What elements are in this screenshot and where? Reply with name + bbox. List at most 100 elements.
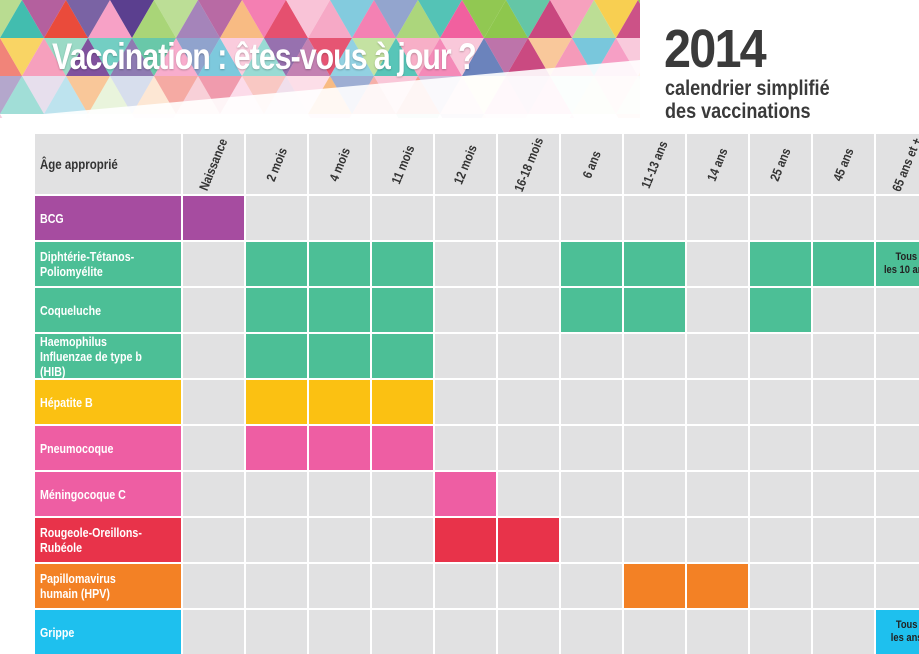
empty-cell — [498, 564, 559, 608]
empty-cell — [498, 196, 559, 240]
scheduled-dose-cell — [561, 288, 622, 332]
empty-cell — [435, 564, 496, 608]
vaccine-name-label: Méningocoque C — [40, 486, 126, 502]
scheduled-dose-cell — [309, 242, 370, 286]
empty-cell — [372, 610, 433, 654]
empty-cell — [876, 426, 919, 470]
subtitle-line-1: calendrier simplifié — [665, 77, 830, 100]
empty-cell — [813, 426, 874, 470]
empty-cell — [309, 518, 370, 562]
empty-cell — [813, 196, 874, 240]
schedule-note-label: Tous les ans — [890, 619, 919, 644]
empty-cell — [246, 196, 307, 240]
empty-cell — [435, 196, 496, 240]
column-header-label: Naissance — [196, 135, 231, 193]
empty-cell — [498, 472, 559, 516]
column-header-label: 45 ans — [830, 145, 857, 183]
decorative-banner — [0, 0, 640, 118]
empty-cell — [876, 196, 919, 240]
empty-cell — [624, 472, 685, 516]
column-header-label: 4 mois — [325, 144, 354, 184]
scheduled-dose-cell — [183, 196, 244, 240]
column-header-label: 25 ans — [767, 145, 794, 183]
scheduled-dose-cell — [624, 564, 685, 608]
vaccine-name-cell: Haemophilus Influenzae de type b (HIB) — [35, 334, 181, 378]
empty-cell — [750, 196, 811, 240]
empty-cell — [435, 242, 496, 286]
vaccine-name-cell: Diphtérie-Tétanos- Poliomyélite — [35, 242, 181, 286]
schedule-note-label: Tous les 10 ans — [884, 251, 919, 276]
vaccine-name-cell: Coqueluche — [35, 288, 181, 332]
scheduled-dose-cell — [246, 334, 307, 378]
column-header: 65 ans et + — [876, 134, 919, 194]
triangle-pattern-image — [0, 0, 640, 118]
scheduled-dose-cell — [246, 380, 307, 424]
corner-header: Âge approprié — [35, 134, 181, 194]
empty-cell — [309, 472, 370, 516]
empty-cell — [309, 610, 370, 654]
empty-cell — [498, 380, 559, 424]
empty-cell — [687, 242, 748, 286]
scheduled-dose-cell — [561, 242, 622, 286]
vaccine-name-cell: Pneumocoque — [35, 426, 181, 470]
empty-cell — [750, 518, 811, 562]
empty-cell — [498, 426, 559, 470]
column-header: 45 ans — [813, 134, 874, 194]
column-header-label: 11-13 ans — [638, 138, 671, 190]
empty-cell — [183, 564, 244, 608]
scheduled-dose-cell — [372, 242, 433, 286]
vaccine-name-label: Pneumocoque — [40, 440, 114, 456]
vaccination-schedule-table: Âge approprié Naissance 2 mois 4 mois 11 moi… — [35, 134, 919, 654]
scheduled-dose-cell — [750, 288, 811, 332]
empty-cell — [687, 334, 748, 378]
scheduled-dose-cell — [372, 426, 433, 470]
scheduled-dose-cell — [687, 564, 748, 608]
empty-cell — [624, 196, 685, 240]
empty-cell — [687, 610, 748, 654]
scheduled-dose-cell — [246, 426, 307, 470]
scheduled-dose-cell — [624, 242, 685, 286]
empty-cell — [498, 610, 559, 654]
empty-cell — [561, 426, 622, 470]
scheduled-dose-cell — [750, 242, 811, 286]
corner-label: Âge approprié — [40, 156, 118, 172]
scheduled-dose-cell — [435, 518, 496, 562]
empty-cell — [183, 288, 244, 332]
empty-cell — [498, 242, 559, 286]
empty-cell — [624, 334, 685, 378]
empty-cell — [498, 288, 559, 332]
column-header-label: 12 mois — [450, 142, 481, 186]
empty-cell — [750, 472, 811, 516]
empty-cell — [750, 380, 811, 424]
vaccine-name-cell: Méningocoque C — [35, 472, 181, 516]
year-label: 2014 — [664, 19, 767, 79]
scheduled-dose-cell — [309, 334, 370, 378]
empty-cell — [687, 196, 748, 240]
scheduled-dose-cell — [309, 288, 370, 332]
vaccine-name-label: Papillomavirus humain (HPV) — [40, 571, 116, 601]
scheduled-dose-cell — [372, 380, 433, 424]
empty-cell — [246, 518, 307, 562]
scheduled-dose-cell — [372, 288, 433, 332]
vaccine-name-label: Grippe — [40, 624, 75, 640]
scheduled-dose-cell — [624, 288, 685, 332]
empty-cell — [183, 610, 244, 654]
empty-cell — [372, 196, 433, 240]
column-header-label: 2 mois — [262, 144, 291, 184]
empty-cell — [876, 380, 919, 424]
empty-cell — [309, 196, 370, 240]
column-header: 2 mois — [246, 134, 307, 194]
empty-cell — [750, 334, 811, 378]
column-header-label: 16-18 mois — [510, 134, 547, 194]
empty-cell — [435, 380, 496, 424]
column-header: Naissance — [183, 134, 244, 194]
empty-cell — [183, 380, 244, 424]
empty-cell — [561, 196, 622, 240]
empty-cell — [561, 380, 622, 424]
empty-cell — [561, 564, 622, 608]
empty-cell — [687, 426, 748, 470]
column-header-label: 6 ans — [579, 148, 604, 180]
empty-cell — [813, 334, 874, 378]
empty-cell — [813, 288, 874, 332]
schedule-note-cell: Tous les ans — [876, 610, 919, 654]
